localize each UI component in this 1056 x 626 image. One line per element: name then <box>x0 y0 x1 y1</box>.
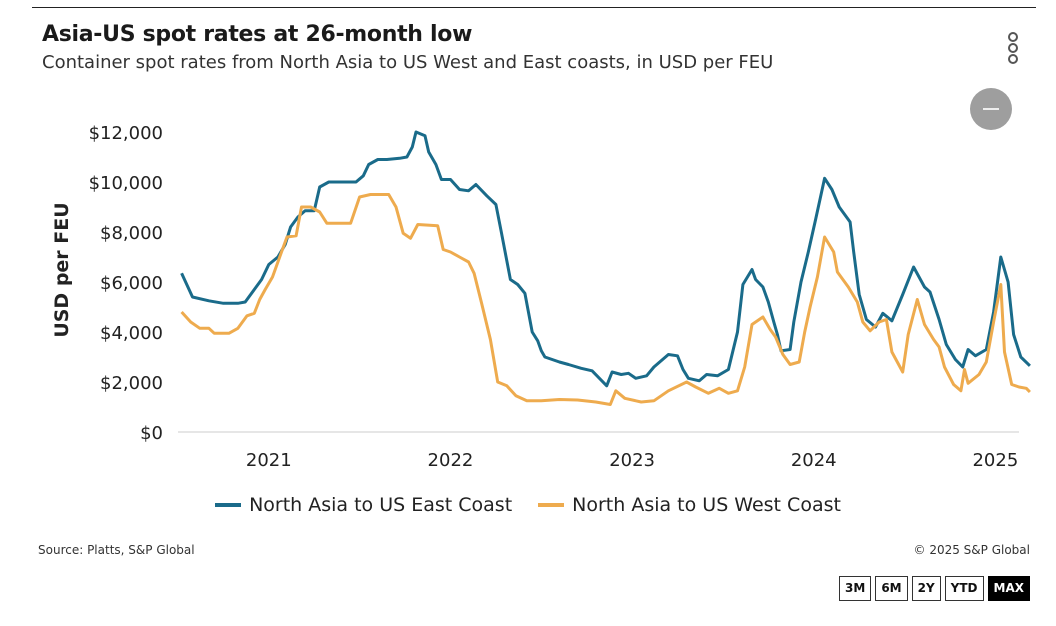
range-button-max[interactable]: MAX <box>987 576 1030 601</box>
zoom-out-button[interactable] <box>970 88 1012 130</box>
legend: North Asia to US East Coast North Asia t… <box>0 494 1056 516</box>
x-tick-label: 2022 <box>428 450 474 471</box>
y-tick-label: $12,000 <box>89 123 163 144</box>
x-tick-label: 2025 <box>972 450 1018 471</box>
x-tick-label: 2023 <box>609 450 655 471</box>
copyright: © 2025 S&P Global <box>913 543 1030 557</box>
legend-swatch-east <box>215 503 242 507</box>
chart-title: Asia-US spot rates at 26-month low <box>42 22 473 47</box>
kebab-menu-icon[interactable] <box>1006 32 1020 64</box>
y-tick-label: $8,000 <box>100 223 163 244</box>
chart-subtitle: Container spot rates from North Asia to … <box>42 52 774 73</box>
legend-label-east: North Asia to US East Coast <box>249 494 513 516</box>
range-button-2y[interactable]: 2Y <box>911 576 941 601</box>
y-tick-label: $10,000 <box>89 173 163 194</box>
x-axis: 2021 2022 2023 2024 2025 <box>246 450 1018 471</box>
y-axis-label: USD per FEU <box>51 202 73 338</box>
series-line-east-coast[interactable] <box>180 130 1031 388</box>
x-tick-label: 2021 <box>246 450 292 471</box>
y-tick-label: $2,000 <box>100 373 163 394</box>
legend-swatch-west <box>538 503 565 507</box>
legend-label-west: North Asia to US West Coast <box>572 494 841 516</box>
range-button-3m[interactable]: 3M <box>839 576 872 601</box>
y-tick-label: $4,000 <box>100 323 163 344</box>
y-axis: $0 $2,000 $4,000 $6,000 $8,000 $10,000 $12,000 <box>89 123 163 444</box>
legend-item-east-coast[interactable]: North Asia to US East Coast <box>215 494 512 516</box>
y-tick-label: $6,000 <box>100 273 163 294</box>
series-lines <box>180 130 1031 406</box>
y-tick-label: $0 <box>140 423 163 444</box>
range-selector: 3M 6M 2Y YTD MAX <box>839 576 1030 601</box>
x-tick-label: 2024 <box>791 450 837 471</box>
source-note: Source: Platts, S&P Global <box>38 543 195 557</box>
legend-item-west-coast[interactable]: North Asia to US West Coast <box>538 494 841 516</box>
range-button-6m[interactable]: 6M <box>875 576 908 601</box>
range-button-ytd[interactable]: YTD <box>944 576 984 601</box>
top-rule <box>32 7 1036 8</box>
series-line-west-coast[interactable] <box>180 193 1031 406</box>
